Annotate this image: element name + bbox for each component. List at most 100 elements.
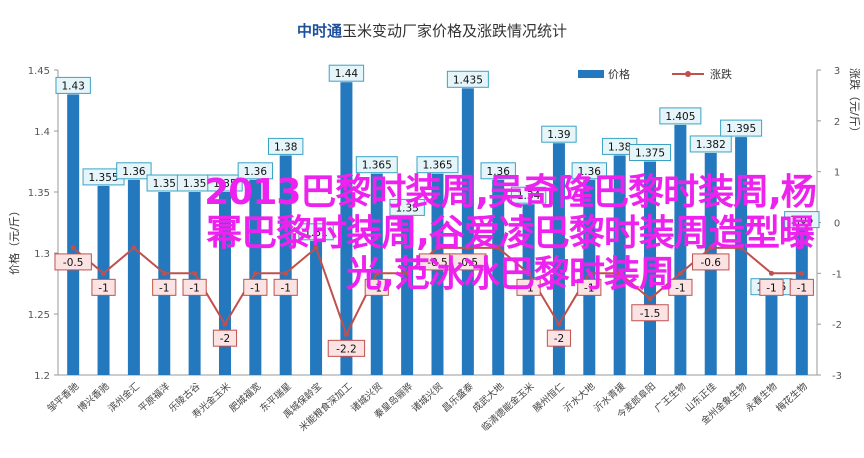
bar-data-label-box: [629, 144, 672, 161]
line-data-label-box: [789, 278, 814, 296]
bar-data-label-box: [416, 156, 459, 174]
legend-bar-swatch: [578, 70, 604, 78]
line-data-label-box: [243, 278, 268, 296]
line-data-label-box: [668, 278, 693, 296]
right-tick-label: 1: [834, 168, 840, 179]
bar-data-label-box: [55, 76, 91, 94]
line-data-label-box: [759, 278, 784, 296]
bar-data-label-box: [268, 137, 304, 155]
line-data-label-box: [212, 329, 238, 347]
change-point: [313, 245, 319, 251]
line-data-label-box: [182, 278, 207, 296]
bar-data-label: 1.33: [395, 202, 418, 214]
left-tick-label: 1.25: [28, 310, 50, 321]
line-data-label: -1: [797, 282, 807, 294]
line-data-label-box: [54, 253, 92, 271]
bar-data-label: 1.36: [122, 166, 146, 178]
price-bar: [279, 155, 292, 375]
price-bar: [795, 228, 808, 375]
bar-data-label-box: [446, 70, 489, 88]
bar-data-label: 1.405: [665, 111, 695, 123]
bar-data-label-box: [298, 223, 334, 241]
price-bar: [401, 216, 414, 375]
line-data-label-box: [577, 278, 602, 296]
bar-data-label-box: [116, 162, 152, 180]
bar-data-label: 1.36: [487, 166, 511, 178]
line-data-label-box: [546, 329, 572, 347]
line-data-label: -0.6: [700, 257, 721, 269]
bar-data-label-box: [480, 162, 516, 180]
change-point: [435, 245, 440, 251]
line-data-label: -2: [554, 333, 564, 345]
line-data-label: -0.5: [63, 257, 84, 269]
bar-data-label: 1.35: [153, 178, 176, 190]
change-point: [495, 245, 501, 251]
line-data-label-box: [273, 278, 298, 296]
bar-data-label-box: [207, 174, 243, 192]
x-tick-label: 永春生物: [743, 380, 780, 415]
bar-data-label: 1.39: [547, 129, 570, 141]
x-tick-label: 滕州恒仁: [531, 380, 568, 415]
bar-data-label: 1.36: [578, 166, 602, 178]
line-data-label: -1.5: [640, 308, 661, 320]
x-tick-label: 沂水大地: [561, 380, 598, 415]
line-data-label-box: [692, 253, 730, 271]
change-point: [738, 245, 744, 251]
change-point: [556, 321, 562, 327]
bar-data-label-box: [784, 211, 820, 229]
x-tick-label: 广王生物: [652, 380, 689, 415]
bar-data-label-box: [389, 198, 425, 216]
line-data-label-box: [152, 278, 177, 296]
line-data-label: -1: [372, 282, 382, 294]
bar-data-label: 1.31: [304, 227, 327, 239]
change-point: [526, 270, 532, 276]
x-tick-label: 临清德能金玉米: [479, 380, 537, 434]
change-point: [647, 296, 653, 302]
right-tick-label: -2: [832, 320, 842, 331]
line-data-label-box: [449, 253, 487, 271]
price-bar: [492, 179, 505, 375]
bar-data-label-box: [237, 162, 274, 180]
bar-data-label: 1.34: [517, 190, 541, 202]
line-data-label-box: [631, 304, 669, 322]
change-point: [222, 321, 228, 327]
bar-data-label: 1.382: [696, 139, 726, 151]
legend-bar-label: 价格: [608, 67, 630, 81]
left-axis-label: 价格（元/斤）: [7, 205, 21, 275]
price-bar: [765, 295, 778, 375]
right-tick-label: -1: [832, 269, 842, 280]
line-data-label: -1: [675, 282, 685, 294]
bar-data-label-box: [328, 64, 365, 82]
change-point: [799, 270, 805, 276]
bar-data-label: 1.43: [61, 80, 84, 92]
change-point: [404, 270, 410, 276]
change-point: [708, 245, 714, 251]
price-bar: [461, 88, 474, 376]
x-tick-label: 平原福洋: [136, 380, 173, 415]
bar-data-label: 1.44: [335, 68, 359, 80]
change-point: [586, 270, 592, 276]
line-data-label: -1: [523, 282, 533, 294]
price-bar: [249, 179, 262, 375]
bar-data-label: 1.365: [362, 160, 392, 172]
line-data-label: -1: [189, 282, 199, 294]
change-point: [283, 270, 289, 276]
change-point: [465, 245, 471, 251]
line-data-label: -1: [159, 282, 169, 294]
bar-data-label-box: [541, 125, 577, 143]
legend: 价格 涨跌: [578, 67, 732, 81]
price-bar: [127, 179, 140, 375]
price-bar: [218, 192, 231, 375]
x-tick-label: 肥城福宽: [227, 380, 264, 415]
line-data-label: -1: [280, 282, 290, 294]
chart-title-brand: 中时通: [297, 22, 342, 40]
x-tick-label: 米能粮食深加工: [297, 380, 355, 434]
bar-data-label-box: [689, 135, 732, 153]
change-point: [192, 270, 198, 276]
right-tick-label: -3: [832, 371, 842, 382]
change-point: [161, 270, 167, 276]
price-bar: [735, 137, 748, 375]
bar-data-label-box: [571, 162, 607, 180]
line-data-label: -0.5: [458, 257, 479, 269]
chart-title: 中时通玉米变动厂家价格及涨跌情况统计: [297, 22, 567, 40]
